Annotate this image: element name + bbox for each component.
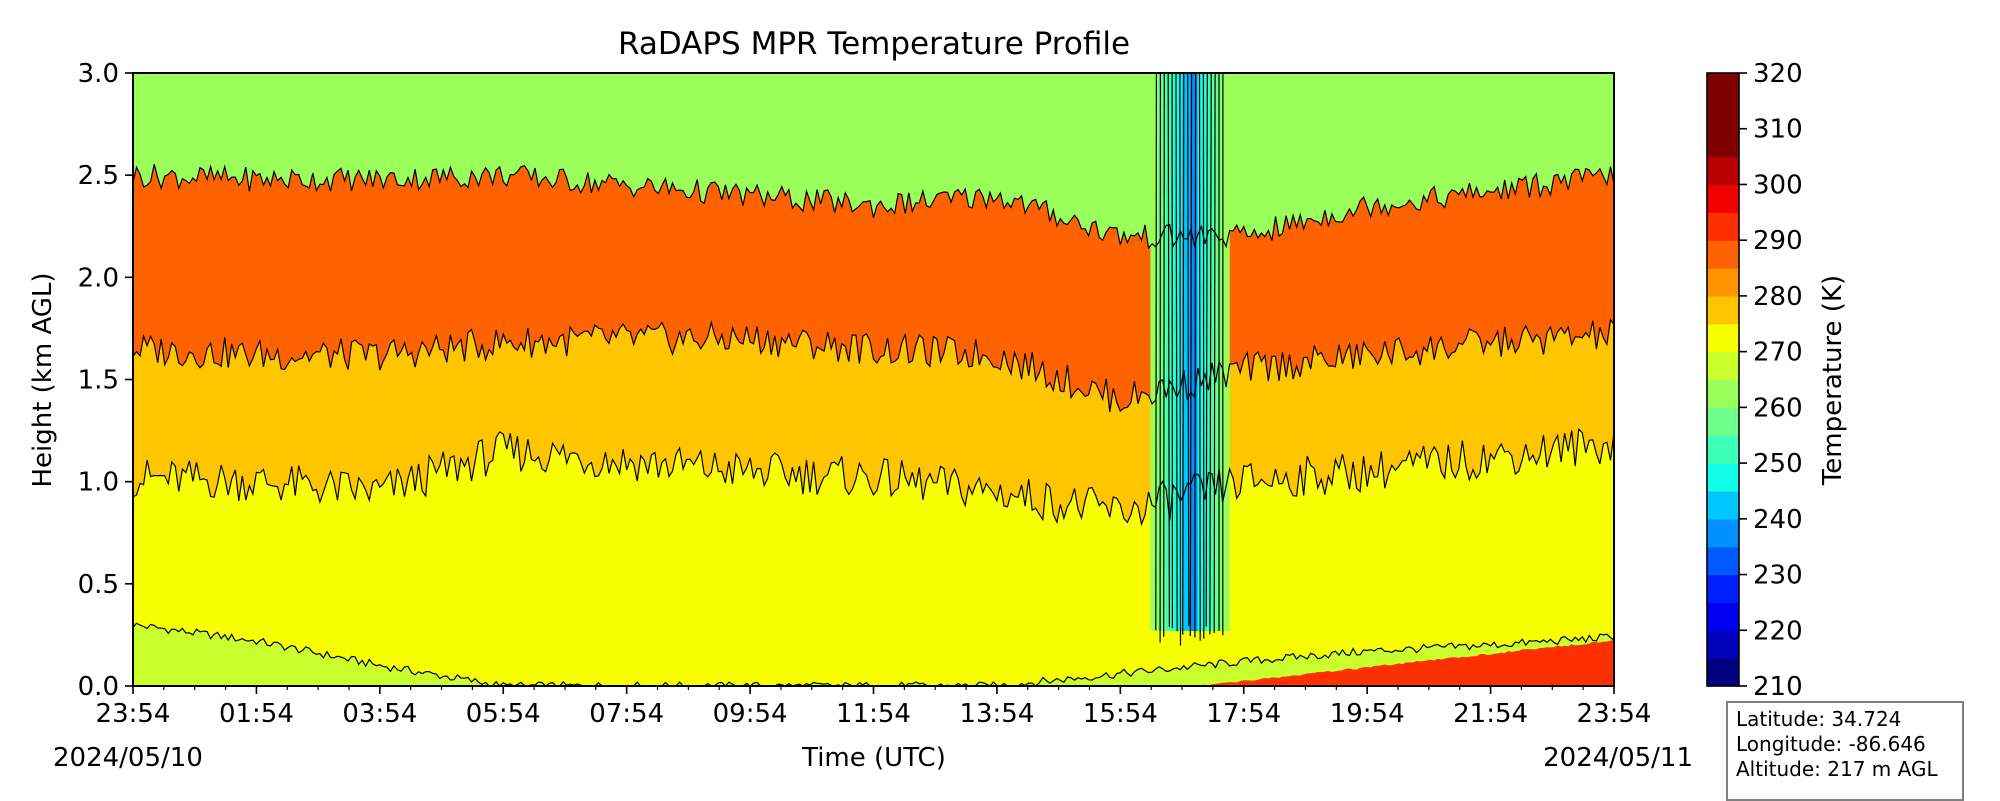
colorbar-tick-label: 250 [1753, 449, 1803, 479]
colorbar-tick-label: 260 [1753, 393, 1803, 423]
y-tick-label: 3.0 [78, 59, 119, 89]
colorbar-segment [1707, 519, 1739, 548]
colorbar-tick-label: 290 [1753, 226, 1803, 256]
colorbar: 210 220 230 240 250 260 270 280 290 300 310 320 [1707, 59, 1803, 702]
colorbar-segment [1707, 129, 1739, 158]
colorbar-segment [1707, 157, 1739, 186]
y-axis-label: Height (km AGL) [28, 272, 58, 487]
colorbar-segment [1707, 101, 1739, 129]
colorbar-segment [1707, 547, 1739, 576]
latitude-text: Latitude: 34.724 [1736, 707, 1954, 732]
colorbar-label: Temperature (K) [1818, 275, 1848, 486]
y-tick-label: 0.0 [78, 672, 119, 702]
x-tick-label: 05:54 [466, 699, 541, 729]
cold-column-contour [1156, 73, 1157, 630]
colorbar-segment [1707, 630, 1739, 659]
cold-column-stripe [1174, 73, 1183, 631]
altitude-text: Altitude: 217 m AGL [1736, 757, 1954, 782]
cold-column-stripe [1166, 73, 1175, 631]
colorbar-segment [1707, 435, 1739, 464]
colorbar-tick-label: 280 [1753, 282, 1803, 312]
colorbar-tick-label: 210 [1753, 672, 1803, 702]
station-info-box: Latitude: 34.724 Longitude: -86.646 Alti… [1726, 701, 1964, 801]
x-tick-label: 23:54 [96, 699, 171, 729]
colorbar-segment [1707, 185, 1739, 214]
colorbar-tick-label: 230 [1753, 561, 1803, 591]
x-tick-label: 01:54 [219, 699, 294, 729]
y-tick-label: 2.5 [78, 161, 119, 191]
colorbar-segment [1707, 407, 1739, 436]
y-axis: 0.0 0.5 1.0 1.5 2.0 2.5 3.0 [78, 59, 133, 702]
colorbar-segment [1707, 463, 1739, 492]
y-tick-label: 0.5 [78, 570, 119, 600]
y-tick-label: 1.0 [78, 468, 119, 498]
x-axis-label: Time (UTC) [801, 743, 946, 773]
cold-column-stripe [1198, 73, 1207, 631]
x-tick-label: 11:54 [836, 699, 911, 729]
colorbar-segment [1707, 575, 1739, 604]
y-tick-label: 1.5 [78, 366, 119, 396]
cold-column-stripe [1150, 73, 1159, 631]
y-tick-label: 2.0 [78, 263, 119, 293]
colorbar-segment [1707, 296, 1739, 325]
colorbar-tick-label: 270 [1753, 338, 1803, 368]
colorbar-segment [1707, 491, 1739, 520]
cold-column-contour [1200, 73, 1201, 641]
x-tick-label: 15:54 [1083, 699, 1158, 729]
x-tick-label: 03:54 [342, 699, 417, 729]
colorbar-segment [1707, 602, 1739, 631]
x-tick-label: 17:54 [1206, 699, 1281, 729]
colorbar-segment [1707, 658, 1739, 687]
cold-column-contour [1195, 73, 1196, 638]
colorbar-tick-label: 300 [1753, 170, 1803, 200]
chart-title: RaDAPS MPR Temperature Profile [618, 26, 1130, 62]
x-tick-label: 19:54 [1330, 699, 1405, 729]
x-axis: 23:54 01:54 03:54 05:54 07:54 09:54 11:54 13:54… [96, 686, 1652, 729]
colorbar-tick-label: 240 [1753, 505, 1803, 535]
x-tick-label: 09:54 [713, 699, 788, 729]
colorbar-segment [1707, 352, 1739, 381]
colorbar-segment [1707, 212, 1739, 241]
x-end-date: 2024/05/11 [1543, 743, 1693, 773]
x-tick-label: 23:54 [1577, 699, 1652, 729]
colorbar-tick-label: 310 [1753, 115, 1803, 145]
cold-column-contour [1180, 73, 1181, 646]
x-tick-label: 21:54 [1453, 699, 1528, 729]
colorbar-segment [1707, 324, 1739, 353]
colorbar-segment [1707, 268, 1739, 297]
colorbar-segment [1707, 380, 1739, 409]
longitude-text: Longitude: -86.646 [1736, 732, 1954, 757]
x-tick-label: 07:54 [589, 699, 664, 729]
x-start-date: 2024/05/10 [53, 743, 203, 773]
colorbar-segment [1707, 240, 1739, 269]
colorbar-tick-label: 320 [1753, 59, 1803, 89]
temperature-field [133, 73, 1614, 686]
colorbar-segment [1707, 73, 1739, 102]
cold-column-contour [1164, 73, 1165, 637]
colorbar-tick-label: 220 [1753, 616, 1803, 646]
x-tick-label: 13:54 [959, 699, 1034, 729]
